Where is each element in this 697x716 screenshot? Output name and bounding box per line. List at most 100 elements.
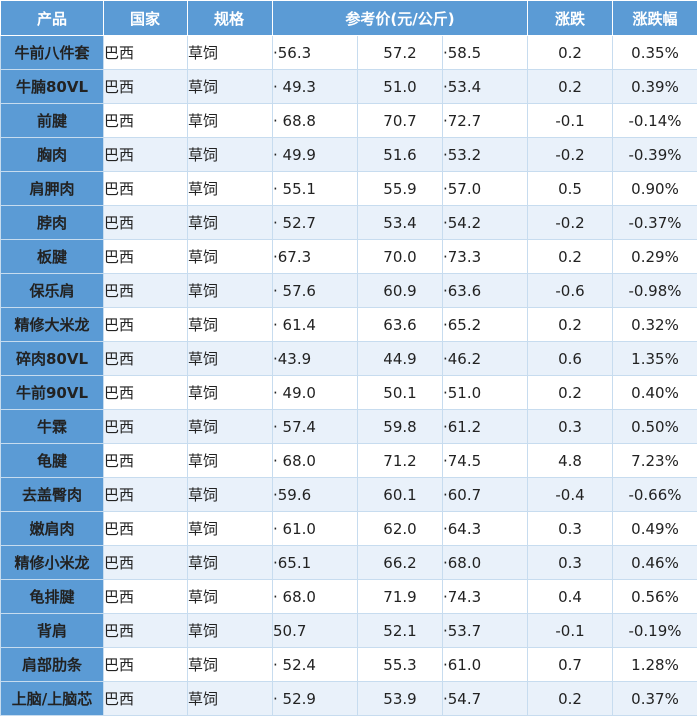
country-cell: 巴西 <box>104 614 188 648</box>
change-pct-cell: 0.40% <box>613 376 697 410</box>
price-low-cell: ·59.6 <box>273 478 358 512</box>
price-low-cell: ·65.1 <box>273 546 358 580</box>
change-pct-cell: -0.37% <box>613 206 697 240</box>
change-pct-cell: 0.29% <box>613 240 697 274</box>
country-cell: 巴西 <box>104 206 188 240</box>
header-row: 产品 国家 规格 参考价(元/公斤) 涨跌 涨跌幅 <box>1 1 697 36</box>
header-spec: 规格 <box>188 1 273 36</box>
change-cell: 0.3 <box>528 512 613 546</box>
price-mid-cell: 71.2 <box>358 444 443 478</box>
change-cell: -0.1 <box>528 104 613 138</box>
price-high-cell: ·53.7 <box>443 614 528 648</box>
price-high-cell: ·60.7 <box>443 478 528 512</box>
price-high-cell: ·74.3 <box>443 580 528 614</box>
change-cell: 0.2 <box>528 376 613 410</box>
price-mid-cell: 70.7 <box>358 104 443 138</box>
price-high-cell: ·46.2 <box>443 342 528 376</box>
change-cell: 4.8 <box>528 444 613 478</box>
country-cell: 巴西 <box>104 478 188 512</box>
change-cell: 0.3 <box>528 546 613 580</box>
spec-cell: 草饲 <box>188 376 273 410</box>
price-mid-cell: 52.1 <box>358 614 443 648</box>
change-cell: 0.2 <box>528 36 613 70</box>
product-cell: 牛前八件套 <box>1 36 104 70</box>
price-mid-cell: 51.6 <box>358 138 443 172</box>
price-mid-cell: 70.0 <box>358 240 443 274</box>
spec-cell: 草饲 <box>188 308 273 342</box>
product-cell: 牛腩80VL <box>1 70 104 104</box>
price-high-cell: ·58.5 <box>443 36 528 70</box>
change-pct-cell: 0.49% <box>613 512 697 546</box>
product-cell: 肩部肋条 <box>1 648 104 682</box>
change-cell: -0.2 <box>528 206 613 240</box>
country-cell: 巴西 <box>104 138 188 172</box>
price-mid-cell: 63.6 <box>358 308 443 342</box>
change-pct-cell: 0.90% <box>613 172 697 206</box>
spec-cell: 草饲 <box>188 104 273 138</box>
change-pct-cell: 1.35% <box>613 342 697 376</box>
price-high-cell: ·61.2 <box>443 410 528 444</box>
price-high-cell: ·68.0 <box>443 546 528 580</box>
price-mid-cell: 50.1 <box>358 376 443 410</box>
header-country: 国家 <box>104 1 188 36</box>
country-cell: 巴西 <box>104 546 188 580</box>
price-high-cell: ·63.6 <box>443 274 528 308</box>
country-cell: 巴西 <box>104 444 188 478</box>
price-low-cell: · 61.4 <box>273 308 358 342</box>
spec-cell: 草饲 <box>188 206 273 240</box>
country-cell: 巴西 <box>104 342 188 376</box>
spec-cell: 草饲 <box>188 512 273 546</box>
change-cell: -0.4 <box>528 478 613 512</box>
price-low-cell: · 49.9 <box>273 138 358 172</box>
product-cell: 板腱 <box>1 240 104 274</box>
price-low-cell: ·56.3 <box>273 36 358 70</box>
price-mid-cell: 60.9 <box>358 274 443 308</box>
price-mid-cell: 66.2 <box>358 546 443 580</box>
price-mid-cell: 59.8 <box>358 410 443 444</box>
price-low-cell: · 61.0 <box>273 512 358 546</box>
header-product: 产品 <box>1 1 104 36</box>
spec-cell: 草饲 <box>188 614 273 648</box>
spec-cell: 草饲 <box>188 240 273 274</box>
price-low-cell: · 49.0 <box>273 376 358 410</box>
price-low-cell: · 52.9 <box>273 682 358 716</box>
change-pct-cell: 1.28% <box>613 648 697 682</box>
header-change-pct: 涨跌幅 <box>613 1 697 36</box>
price-mid-cell: 53.9 <box>358 682 443 716</box>
spec-cell: 草饲 <box>188 546 273 580</box>
change-cell: 0.2 <box>528 308 613 342</box>
price-low-cell: ·67.3 <box>273 240 358 274</box>
country-cell: 巴西 <box>104 376 188 410</box>
price-low-cell: 50.7 <box>273 614 358 648</box>
price-mid-cell: 51.0 <box>358 70 443 104</box>
price-low-cell: · 49.3 <box>273 70 358 104</box>
product-cell: 牛霖 <box>1 410 104 444</box>
spec-cell: 草饲 <box>188 342 273 376</box>
spec-cell: 草饲 <box>188 478 273 512</box>
price-low-cell: · 52.4 <box>273 648 358 682</box>
change-pct-cell: 7.23% <box>613 444 697 478</box>
price-high-cell: ·53.4 <box>443 70 528 104</box>
change-cell: 0.4 <box>528 580 613 614</box>
price-mid-cell: 55.9 <box>358 172 443 206</box>
price-low-cell: · 52.7 <box>273 206 358 240</box>
country-cell: 巴西 <box>104 274 188 308</box>
price-high-cell: ·61.0 <box>443 648 528 682</box>
spec-cell: 草饲 <box>188 648 273 682</box>
price-low-cell: · 55.1 <box>273 172 358 206</box>
change-pct-cell: 0.56% <box>613 580 697 614</box>
country-cell: 巴西 <box>104 240 188 274</box>
price-high-cell: ·73.3 <box>443 240 528 274</box>
product-cell: 背肩 <box>1 614 104 648</box>
price-mid-cell: 55.3 <box>358 648 443 682</box>
